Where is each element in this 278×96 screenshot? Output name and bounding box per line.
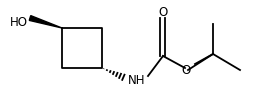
Text: O: O <box>181 63 191 77</box>
Text: O: O <box>158 5 168 19</box>
Text: HO: HO <box>10 15 28 29</box>
Text: NH: NH <box>128 74 145 86</box>
Polygon shape <box>29 16 62 28</box>
